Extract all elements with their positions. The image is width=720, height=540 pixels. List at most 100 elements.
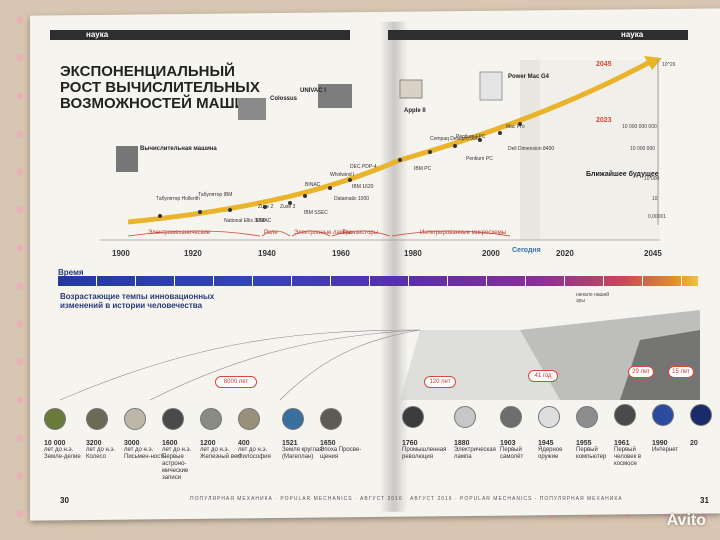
- event-year: 1955: [576, 440, 592, 447]
- year-label: 1960: [332, 249, 350, 258]
- machine-name: Вычислительная машина: [140, 146, 217, 152]
- event-label: 1880 Электрическая лампа: [454, 440, 498, 461]
- event-year: 3200: [86, 440, 102, 447]
- y-tick: 10 000: [644, 176, 660, 182]
- event-text: Эпоха Просве-щения: [320, 447, 362, 460]
- event-text: Интернет: [652, 447, 679, 453]
- chart-point-label: Whirlwind I: [330, 172, 354, 178]
- machine-picture-1: [116, 146, 138, 172]
- chart-point-label: Zuse 2: [258, 204, 274, 210]
- era-name: Интегрированные микросхемы: [420, 230, 506, 236]
- event-label: 1945 Ядерное оружие: [538, 440, 582, 461]
- event-label: 400 лет до н.э. Философия: [238, 440, 282, 461]
- machine-picture-5: [479, 71, 503, 101]
- chart-point-label: DEC PDP-4: [350, 164, 377, 170]
- event-text: лет до н.э. Колесо: [86, 447, 116, 460]
- event-circle: [320, 408, 342, 430]
- interval-pill: 8000 лет: [215, 376, 257, 388]
- chart-point-label: IBM SSEC: [304, 210, 328, 216]
- interval-pill: 120 лет: [424, 376, 456, 388]
- event-year: 1760: [402, 440, 418, 447]
- event-year: 1200: [200, 440, 216, 447]
- event-text: Электрическая лампа: [454, 447, 496, 460]
- event-year: 1961: [614, 440, 630, 447]
- event-label: 3000 лет до н.э. Письмен-ность: [124, 440, 168, 461]
- header-bar-right: [388, 30, 688, 40]
- timeline-label: Время: [58, 268, 84, 277]
- event-year: 1650: [320, 440, 336, 447]
- event-circle: [282, 408, 304, 430]
- chart-point-label: ENIAC: [256, 218, 272, 224]
- event-circle: [614, 404, 636, 426]
- event-text: лет до н.э. Железный век: [200, 447, 240, 460]
- chart-point-label: IBM PC: [414, 166, 432, 172]
- event-label: 1990 Интернет: [652, 440, 696, 454]
- event-label: 1650 Эпоха Просве-щения: [320, 440, 364, 461]
- event-label: 1600 лет до н.э. Первые астроно-мические …: [162, 440, 206, 482]
- y-tick: 10: [652, 196, 658, 202]
- event-text: лет до н.э. Философия: [238, 447, 271, 460]
- event-label: 1955 Первый компьютер: [576, 440, 620, 461]
- y-tick: 10^26: [662, 62, 676, 68]
- event-label: 3200 лет до н.э. Колесо: [86, 440, 130, 461]
- section-title: Возрастающие темпы инновационных изменен…: [60, 292, 215, 310]
- today-label: Сегодня: [512, 247, 541, 254]
- event-label: 1961 Первый человек в космосе: [614, 440, 658, 468]
- event-text: лет до н.э. Письмен-ность: [124, 447, 167, 460]
- event-year: 1521: [282, 440, 298, 447]
- event-circle: [162, 408, 184, 430]
- header-tag-left: наука: [86, 30, 109, 39]
- event-year: 10 000: [44, 440, 66, 447]
- event-text: лет до н.э. Земле-делие: [44, 447, 81, 460]
- event-year: 1903: [500, 440, 516, 447]
- event-year: 3000: [124, 440, 140, 447]
- machine-name: UNIVAC I: [300, 88, 326, 94]
- machine-name: Power Mac G4: [508, 74, 550, 80]
- year-label: 1940: [258, 249, 276, 258]
- chart-point-label: Compaq Deskpro 386: [430, 136, 479, 142]
- chart-point-label: IBM 1620: [352, 184, 374, 190]
- event-circle: [86, 408, 108, 430]
- event-text: Промышленная революция: [402, 447, 447, 460]
- page-number-left: 30: [60, 496, 69, 505]
- page-title: ЭКСПОНЕНЦИАЛЬНЫЙ РОСТ ВЫЧИСЛИТЕЛЬНЫХ ВОЗ…: [60, 63, 260, 112]
- event-text: Ядерное оружие: [538, 447, 563, 460]
- event-year: 1990: [652, 440, 668, 447]
- header-tag-right: наука: [621, 30, 644, 39]
- y-tick: 10 000 000 000: [622, 124, 657, 130]
- event-text: лет до н.э. Первые астроно-мические запи…: [162, 447, 192, 481]
- event-circle: [652, 404, 674, 426]
- event-year: 400: [238, 440, 250, 447]
- year-label: 1900: [112, 249, 130, 258]
- event-label: 1760 Промышленная революция: [402, 440, 446, 461]
- event-circle: [690, 404, 712, 426]
- event-year: 1880: [454, 440, 470, 447]
- event-circle: [200, 408, 222, 430]
- avito-watermark: Avito: [666, 512, 706, 529]
- machine-picture-4: [399, 79, 423, 99]
- y-tick: 0,00001: [648, 214, 666, 220]
- era-name: Электронные лампы: [294, 230, 352, 236]
- chart-point-label: Табулятор IBM: [198, 192, 232, 198]
- chart-point-label: National Ellis 3000: [224, 218, 266, 224]
- interval-pill: 29 лет: [628, 366, 654, 378]
- timeline-ticks: [58, 276, 698, 286]
- y-tick: 10 000 000: [630, 146, 655, 152]
- era-name: Электромеханические: [148, 230, 211, 236]
- future-point: 2045: [596, 61, 612, 68]
- machine-name: Colossus: [270, 96, 298, 102]
- chart-point-label: Zuse 3: [280, 204, 296, 210]
- event-text: Первый самолёт: [500, 447, 524, 460]
- event-text: Первый компьютер: [576, 447, 607, 460]
- future-label: Ближайшее будущее: [586, 170, 659, 178]
- interval-pill: 41 год: [528, 370, 558, 382]
- year-label: 2000: [482, 249, 500, 258]
- event-circle: [576, 406, 598, 428]
- future-point: 2023: [596, 117, 612, 124]
- chart-point-label: Pentium I PC: [456, 134, 486, 140]
- event-circle: [402, 406, 424, 428]
- event-text: Земля круглая (Магеллан): [282, 447, 323, 460]
- machine-picture-3: [318, 84, 352, 108]
- chart-point-label: BINAC: [305, 182, 321, 188]
